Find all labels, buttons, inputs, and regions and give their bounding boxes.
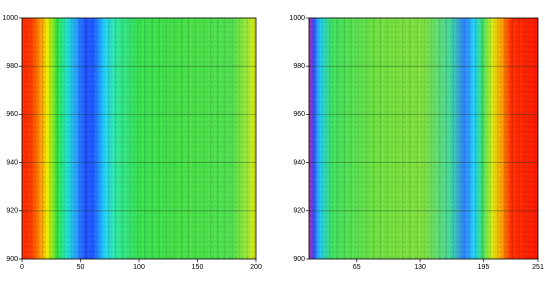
x-tick-label: 251	[532, 264, 544, 271]
y-tick-label: 960	[6, 111, 18, 118]
plot-frame	[308, 17, 539, 260]
y-tick-label: 900	[6, 256, 18, 263]
x-tick-label: 50	[77, 264, 85, 271]
x-tick-label: 100	[133, 264, 145, 271]
y-tick-label: 980	[6, 63, 18, 70]
x-tick-label: 65	[353, 264, 361, 271]
y-tick-label: 900	[293, 256, 305, 263]
heatmap-texture	[309, 18, 538, 259]
x-tick-label: 195	[478, 264, 490, 271]
heatmap-texture	[22, 18, 256, 259]
x-tick-label: 200	[250, 264, 262, 271]
y-tick-label: 1000	[289, 15, 305, 22]
x-tick-label: 130	[414, 264, 426, 271]
y-tick-label: 920	[6, 208, 18, 215]
x-tick-label: 0	[20, 264, 24, 271]
y-tick-label: 960	[293, 111, 305, 118]
y-tick-label: 980	[293, 63, 305, 70]
y-tick-label: 940	[293, 159, 305, 166]
y-tick-label: 920	[293, 208, 305, 215]
x-tick-label: 150	[192, 264, 204, 271]
plot-frame	[21, 17, 257, 260]
y-tick-label: 1000	[2, 15, 18, 22]
y-tick-label: 940	[6, 159, 18, 166]
